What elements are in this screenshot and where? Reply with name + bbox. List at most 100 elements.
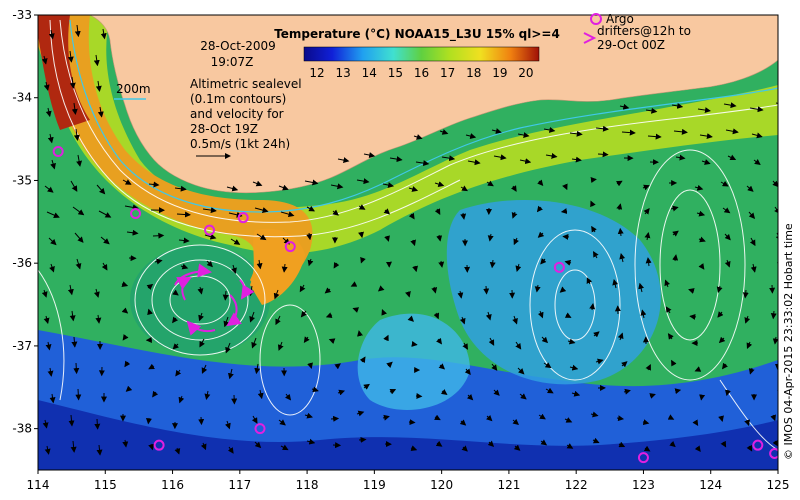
latitude-axis: -33 -34 -35 -36 -37 -38	[12, 8, 38, 436]
velocity-arrow	[617, 227, 624, 237]
velocity-arrow	[513, 237, 520, 246]
altimetry-line-1: Altimetric sealevel	[190, 77, 302, 91]
velocity-arrow	[281, 263, 288, 273]
velocity-arrow	[254, 207, 269, 213]
velocity-arrow	[383, 208, 391, 215]
velocity-arrow	[330, 183, 344, 190]
argo-floats	[52, 146, 778, 464]
velocity-arrow	[199, 338, 205, 348]
velocity-arrow	[180, 263, 189, 270]
velocity-arrow	[749, 106, 764, 113]
velocity-arrow	[589, 303, 596, 311]
lon-tick-label: 114	[27, 478, 50, 492]
velocity-arrow	[772, 180, 778, 188]
velocity-arrow	[669, 440, 676, 448]
lat-tick-label: -36	[12, 256, 32, 270]
velocity-arrow	[590, 177, 597, 183]
velocity-arrow	[176, 211, 191, 218]
velocity-arrow	[536, 205, 543, 213]
velocity-arrow	[559, 286, 567, 293]
velocity-arrow	[280, 444, 289, 451]
velocity-arrow	[459, 419, 467, 426]
velocity-arrow	[534, 284, 541, 293]
velocity-arrow	[699, 394, 706, 401]
velocity-arrow	[748, 367, 755, 375]
velocity-arrow	[174, 185, 187, 192]
argo-float-marker	[769, 447, 778, 459]
velocity-arrow	[486, 180, 494, 187]
velocity-arrow	[440, 389, 448, 395]
velocity-arrow	[486, 414, 493, 422]
velocity-arrow	[256, 259, 263, 270]
velocity-arrow	[592, 437, 600, 444]
velocity-arrow	[122, 334, 129, 341]
velocity-arrow	[770, 310, 777, 320]
velocity-arrow	[537, 231, 545, 238]
velocity-arrow	[647, 133, 662, 140]
velocity-arrow	[47, 367, 54, 377]
velocity-arrow	[202, 207, 217, 214]
velocity-arrow	[717, 311, 724, 318]
velocity-arrow	[95, 80, 102, 92]
velocity-arrow	[672, 254, 679, 262]
velocity-arrow	[590, 411, 599, 418]
velocity-arrow	[352, 307, 360, 313]
colorbar-tick-label: 18	[466, 66, 481, 80]
argo-legend-label: Argo	[606, 12, 634, 26]
velocity-arrow	[597, 151, 609, 158]
velocity-arrow	[645, 107, 658, 114]
velocity-arrow	[358, 436, 367, 443]
colorbar-tick-label: 20	[518, 66, 533, 80]
velocity-arrow	[410, 239, 416, 247]
velocity-arrow	[252, 180, 263, 187]
velocity-arrow	[324, 287, 332, 294]
velocity-arrow	[277, 341, 284, 351]
velocity-arrow	[325, 312, 333, 319]
velocity-arrow	[772, 336, 778, 345]
velocity-arrow	[644, 231, 651, 241]
velocity-arrow	[256, 233, 267, 241]
velocity-arrow	[697, 107, 711, 114]
velocity-arrow	[617, 332, 624, 341]
velocity-arrow	[74, 232, 84, 243]
velocity-arrow	[227, 368, 234, 380]
velocity-arrow	[204, 233, 217, 240]
depth-contour-label: 200m	[116, 82, 151, 96]
velocity-arrow	[175, 369, 182, 377]
velocity-arrow	[460, 212, 467, 220]
velocity-arrow	[772, 439, 778, 447]
velocity-arrow	[436, 234, 443, 242]
velocity-arrow	[689, 313, 697, 320]
velocity-arrow	[720, 180, 729, 187]
velocity-arrow	[750, 263, 757, 273]
velocity-arrow	[512, 418, 520, 426]
velocity-arrow	[670, 205, 679, 212]
velocity-arrow	[441, 155, 456, 162]
velocity-arrow	[513, 444, 521, 451]
velocity-arrow	[94, 418, 101, 430]
velocity-arrow	[71, 102, 78, 115]
lat-tick-label: -35	[12, 173, 32, 187]
velocity-arrow	[45, 341, 52, 351]
velocity-arrow	[571, 156, 582, 163]
velocity-arrow	[595, 358, 604, 365]
velocity-arrow	[249, 311, 256, 323]
velocity-arrow	[483, 285, 490, 295]
velocity-arrow	[718, 336, 726, 344]
velocity-arrow	[674, 388, 682, 395]
velocity-arrow	[723, 102, 737, 109]
argo-float-marker	[553, 261, 565, 273]
velocity-arrow	[363, 152, 376, 158]
velocity-arrow	[538, 413, 546, 420]
velocity-arrow	[304, 412, 313, 419]
colorbar-tick-label: 15	[388, 66, 403, 80]
velocity-arrow	[694, 366, 702, 372]
velocity-arrow	[278, 419, 286, 426]
velocity-arrow	[152, 390, 159, 398]
lon-tick-label: 119	[363, 478, 386, 492]
velocity-arrow	[413, 134, 423, 140]
velocity-arrow	[100, 28, 107, 40]
argo-float-marker	[752, 439, 764, 451]
velocity-arrow	[96, 444, 103, 456]
velocity-arrow	[694, 184, 704, 191]
